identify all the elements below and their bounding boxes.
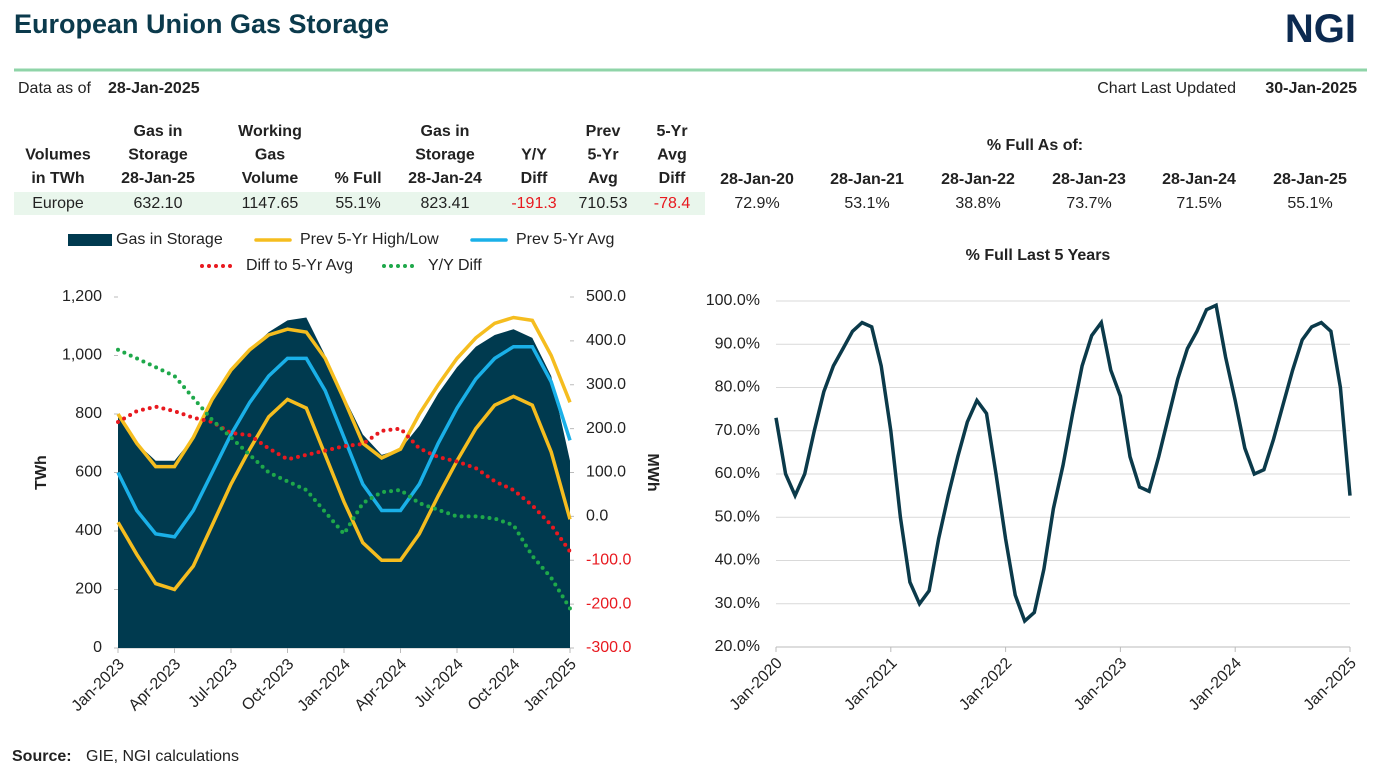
column-header: 28-Jan-21	[830, 171, 904, 188]
column-header: Gas in	[134, 123, 183, 140]
column-header: Volume	[242, 170, 299, 187]
table-cell: Europe	[32, 195, 84, 212]
legend-label: Gas in Storage	[116, 231, 223, 248]
column-header: Storage	[415, 147, 475, 164]
y-tick-label: 30.0%	[715, 595, 760, 612]
y2-tick-label: -300.0	[586, 639, 631, 656]
y-tick-label: 90.0%	[715, 335, 760, 352]
y-tick-label: 200	[75, 581, 102, 598]
table-cell: -78.4	[654, 195, 691, 212]
y-tick-label: 1,000	[62, 347, 102, 364]
table-cell: 72.9%	[734, 195, 779, 212]
column-header: Working	[238, 123, 302, 140]
column-header: Avg	[588, 170, 618, 187]
line	[774, 302, 1352, 625]
column-header: Volumes	[25, 147, 91, 164]
y-tick-label: 100.0%	[706, 292, 760, 309]
column-header: 28-Jan-22	[941, 171, 1015, 188]
y-tick-label: 60.0%	[715, 465, 760, 482]
legend-label: Prev 5-Yr Avg	[516, 231, 614, 248]
y-tick-label: 600	[75, 464, 102, 481]
legend-label: Prev 5-Yr High/Low	[300, 231, 439, 248]
column-header: in TWh	[31, 170, 84, 187]
column-header: Gas in	[421, 123, 470, 140]
y2-tick-label: 500.0	[586, 288, 626, 305]
logo: NGI	[1285, 7, 1356, 51]
column-header: 28-Jan-25	[121, 170, 195, 187]
legend-label: Diff to 5-Yr Avg	[246, 257, 353, 274]
column-header: Y/Y	[521, 147, 547, 164]
row-highlight	[14, 192, 705, 215]
y-tick-label: 70.0%	[715, 422, 760, 439]
table-cell: 38.8%	[955, 195, 1000, 212]
column-header: 28-Jan-20	[720, 171, 794, 188]
updated-label: Chart Last Updated	[1097, 80, 1236, 97]
legend-label: Y/Y Diff	[428, 257, 482, 274]
y-tick-label: 0	[93, 639, 102, 656]
table-cell: 710.53	[579, 195, 628, 212]
column-header: Diff	[521, 170, 548, 187]
table-cell: 71.5%	[1176, 195, 1221, 212]
column-header: 28-Jan-24	[1162, 171, 1236, 188]
as-of-label: Data as of	[18, 80, 91, 97]
y2-tick-label: -200.0	[586, 595, 631, 612]
column-header: 5-Yr	[587, 147, 618, 164]
column-header: Prev	[586, 123, 621, 140]
y2-axis-title: MWh	[644, 453, 661, 491]
column-header: Storage	[128, 147, 188, 164]
y-axis-title: TWh	[33, 455, 50, 490]
table-cell: 1147.65	[242, 195, 299, 212]
y2-tick-label: 0.0	[586, 508, 608, 525]
high-line	[116, 315, 572, 469]
table-cell: 53.1%	[844, 195, 889, 212]
dotted-line	[116, 404, 572, 554]
table-title: % Full As of:	[987, 137, 1083, 154]
source-label: Source:	[12, 748, 72, 765]
column-header: Diff	[659, 170, 686, 187]
y-tick-label: 80.0%	[715, 379, 760, 396]
y-tick-label: 50.0%	[715, 508, 760, 525]
dotted-line	[116, 347, 572, 611]
y-tick-label: 1,200	[62, 288, 102, 305]
chart-title: % Full Last 5 Years	[966, 247, 1111, 264]
column-header: Avg	[657, 147, 687, 164]
table-cell: -191.3	[511, 195, 556, 212]
column-header: 28-Jan-23	[1052, 171, 1126, 188]
table-cell: 823.41	[421, 195, 470, 212]
y-tick-label: 20.0%	[715, 638, 760, 655]
updated-date: 30-Jan-2025	[1265, 80, 1357, 97]
area	[118, 317, 570, 648]
y-tick-label: 400	[75, 522, 102, 539]
title: European Union Gas Storage	[14, 9, 389, 39]
table-cell: 55.1%	[335, 195, 380, 212]
as-of-date: 28-Jan-2025	[108, 80, 200, 97]
column-header: Gas	[255, 147, 285, 164]
line	[116, 344, 572, 539]
column-header: 28-Jan-24	[408, 170, 482, 187]
y2-tick-label: -100.0	[586, 551, 631, 568]
column-header: 28-Jan-25	[1273, 171, 1347, 188]
table-cell: 55.1%	[1287, 195, 1332, 212]
table-cell: 73.7%	[1066, 195, 1111, 212]
y2-tick-label: 300.0	[586, 376, 626, 393]
column-header: 5-Yr	[656, 123, 687, 140]
legend-swatch	[68, 234, 112, 246]
source: GIE, NGI calculations	[86, 748, 239, 765]
column-header: % Full	[334, 170, 381, 187]
y2-tick-label: 400.0	[586, 332, 626, 349]
y-tick-label: 800	[75, 405, 102, 422]
y2-tick-label: 200.0	[586, 420, 626, 437]
low-line	[116, 394, 572, 592]
y-tick-label: 40.0%	[715, 552, 760, 569]
y2-tick-label: 100.0	[586, 464, 626, 481]
table-cell: 632.10	[134, 195, 183, 212]
